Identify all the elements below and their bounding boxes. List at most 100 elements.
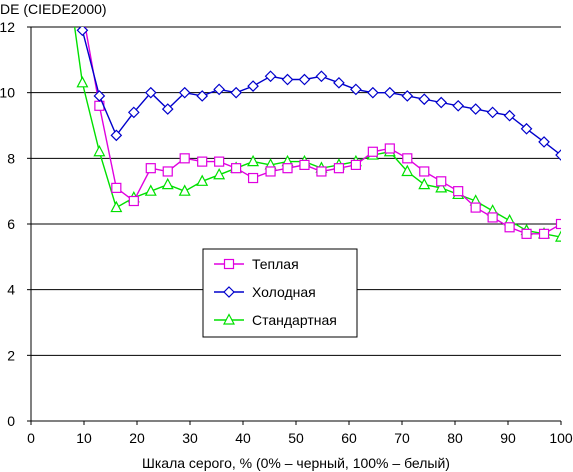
legend-label: Теплая xyxy=(252,256,299,272)
data-point xyxy=(418,177,431,190)
data-point xyxy=(127,106,140,119)
data-point xyxy=(76,76,89,88)
data-point xyxy=(402,153,413,164)
data-point xyxy=(247,154,260,167)
data-point xyxy=(76,27,89,37)
data-point xyxy=(128,195,139,207)
data-point xyxy=(110,200,123,213)
data-point xyxy=(298,73,311,86)
legend-item: Холодная xyxy=(214,284,316,300)
series-group xyxy=(73,27,561,242)
series-2 xyxy=(76,27,561,161)
data-point xyxy=(213,167,226,180)
data-point xyxy=(213,83,225,96)
x-tick-label-30: 30 xyxy=(182,430,198,446)
data-point xyxy=(247,80,259,92)
x-tick-label-70: 70 xyxy=(394,430,410,446)
data-point xyxy=(504,222,515,233)
data-point xyxy=(179,153,190,164)
x-tick-label-100: 100 xyxy=(549,430,573,446)
data-point xyxy=(333,76,345,89)
y-tick-label-2: 2 xyxy=(7,347,15,363)
data-point xyxy=(367,146,378,157)
data-point xyxy=(469,103,482,115)
y-tick-label-0: 0 xyxy=(7,413,15,429)
data-point xyxy=(520,122,533,135)
data-point xyxy=(418,93,431,106)
data-point xyxy=(265,166,276,177)
series-3 xyxy=(73,27,561,242)
axis-ticks: 0 2 4 6 8 10 12 0 10 20 30 40 50 60 70 80 90 100 xyxy=(0,19,573,446)
data-point xyxy=(435,181,448,193)
data-point xyxy=(453,186,464,197)
data-point xyxy=(521,228,532,239)
data-point xyxy=(196,174,209,186)
data-point xyxy=(419,166,430,177)
data-point xyxy=(436,176,447,187)
data-point xyxy=(161,177,174,190)
data-point xyxy=(264,70,277,83)
legend-marker xyxy=(223,286,235,298)
series-line xyxy=(81,27,561,156)
x-tick-label-10: 10 xyxy=(76,430,92,446)
data-point xyxy=(247,172,259,184)
series-line xyxy=(84,27,561,235)
legend-item: Теплая xyxy=(214,256,299,272)
data-point xyxy=(93,144,106,157)
data-point xyxy=(350,159,361,170)
data-point xyxy=(401,164,414,177)
data-point xyxy=(93,90,106,102)
y-tick-label-8: 8 xyxy=(7,150,15,166)
data-point xyxy=(111,182,122,193)
data-point xyxy=(470,202,481,213)
data-point xyxy=(161,103,174,115)
grid xyxy=(31,26,561,356)
legend-marker xyxy=(223,258,235,270)
data-point xyxy=(214,156,225,167)
series-1 xyxy=(84,27,561,239)
data-point xyxy=(197,156,208,167)
data-point xyxy=(281,73,294,86)
data-point xyxy=(538,136,550,148)
legend-marker xyxy=(223,313,235,325)
data-point xyxy=(282,163,293,174)
x-tick-label-90: 90 xyxy=(500,430,516,446)
data-point xyxy=(145,163,156,174)
data-point xyxy=(230,86,242,99)
x-tick-label-80: 80 xyxy=(447,430,463,446)
x-tick-label-40: 40 xyxy=(235,430,251,446)
data-point xyxy=(486,106,499,119)
data-point xyxy=(299,159,310,170)
y-tick-label-6: 6 xyxy=(7,216,15,232)
data-point xyxy=(435,96,448,109)
data-point xyxy=(231,163,242,174)
data-point xyxy=(178,184,191,196)
legend: Теплая Холодная Стандартная xyxy=(202,248,358,338)
series-line xyxy=(73,27,561,238)
legend-label: Холодная xyxy=(252,284,316,300)
data-point xyxy=(503,109,516,122)
y-axis-label: DE (CIEDE2000) xyxy=(0,1,107,17)
x-tick-label-0: 0 xyxy=(27,430,35,446)
y-tick-label-10: 10 xyxy=(0,85,15,101)
x-axis-label: Шкала серого, % (0% – черный, 100% – бел… xyxy=(142,455,450,471)
y-tick-label-12: 12 xyxy=(0,19,15,35)
data-point xyxy=(487,212,498,223)
data-point xyxy=(333,163,345,174)
data-point xyxy=(383,86,396,99)
data-point xyxy=(401,90,414,102)
x-tick-label-20: 20 xyxy=(129,430,145,446)
data-point xyxy=(538,228,550,239)
x-tick-label-60: 60 xyxy=(341,430,357,446)
legend-label: Стандартная xyxy=(252,312,337,328)
data-point xyxy=(162,166,173,177)
y-tick-label-4: 4 xyxy=(7,282,15,298)
data-point xyxy=(110,129,123,142)
data-point xyxy=(367,86,379,99)
data-point xyxy=(452,99,465,112)
data-point xyxy=(350,83,362,96)
data-point xyxy=(144,86,157,99)
data-point xyxy=(384,143,395,154)
data-point xyxy=(196,90,209,102)
